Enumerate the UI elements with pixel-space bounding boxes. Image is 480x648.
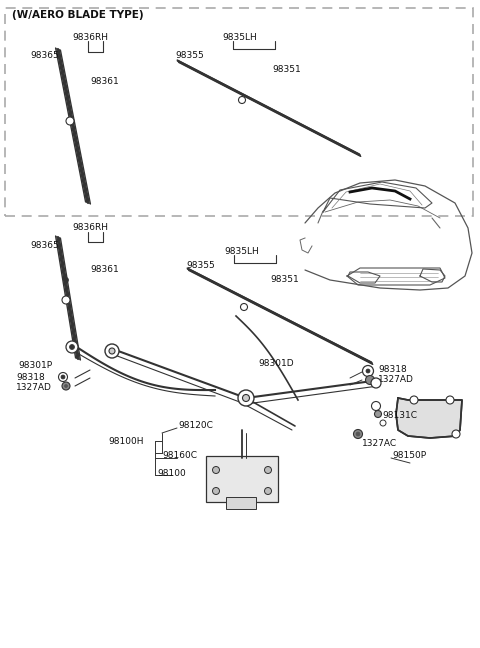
Text: 9836RH: 9836RH (72, 224, 108, 233)
Text: 98351: 98351 (272, 65, 301, 75)
FancyBboxPatch shape (206, 456, 278, 502)
Text: 98131C: 98131C (382, 411, 417, 421)
Circle shape (446, 396, 454, 404)
Circle shape (239, 97, 245, 104)
Text: 1327AC: 1327AC (362, 439, 397, 448)
Circle shape (353, 430, 362, 439)
Text: 98365: 98365 (30, 51, 59, 60)
Polygon shape (396, 398, 462, 438)
Circle shape (452, 430, 460, 438)
Circle shape (62, 382, 70, 390)
Circle shape (213, 487, 219, 494)
Text: 98160C: 98160C (162, 452, 197, 461)
Circle shape (62, 296, 70, 304)
Text: 9835LH: 9835LH (222, 34, 257, 43)
Text: 98355: 98355 (186, 260, 215, 270)
Circle shape (372, 402, 381, 410)
Text: 9836RH: 9836RH (72, 34, 108, 43)
FancyBboxPatch shape (226, 497, 256, 509)
Text: 98301P: 98301P (18, 362, 52, 371)
Text: 1327AD: 1327AD (16, 384, 52, 393)
Text: 9835LH: 9835LH (224, 246, 259, 255)
Circle shape (371, 378, 381, 388)
Text: 98361: 98361 (90, 266, 119, 275)
Circle shape (66, 117, 74, 125)
Text: 98100: 98100 (157, 469, 186, 478)
Text: 98120C: 98120C (178, 421, 213, 430)
Text: 98351: 98351 (270, 275, 299, 284)
Circle shape (105, 344, 119, 358)
Circle shape (238, 390, 254, 406)
Circle shape (264, 467, 272, 474)
Circle shape (366, 369, 370, 373)
Circle shape (59, 373, 68, 382)
Circle shape (61, 375, 65, 379)
Circle shape (362, 365, 373, 376)
Text: 98301D: 98301D (258, 360, 294, 369)
Text: 1327AD: 1327AD (378, 375, 414, 384)
Circle shape (109, 348, 115, 354)
Circle shape (380, 420, 386, 426)
Text: 98150P: 98150P (392, 452, 426, 461)
Circle shape (374, 410, 382, 417)
Text: 98100H: 98100H (108, 437, 144, 446)
Circle shape (63, 277, 69, 283)
Circle shape (242, 395, 250, 402)
Circle shape (410, 396, 418, 404)
Text: 98355: 98355 (175, 51, 204, 60)
Text: 98365: 98365 (30, 242, 59, 251)
Circle shape (64, 384, 68, 388)
Text: 98318: 98318 (378, 365, 407, 375)
Circle shape (70, 345, 74, 349)
Circle shape (240, 303, 248, 310)
Circle shape (213, 467, 219, 474)
Circle shape (356, 432, 360, 436)
Text: (W/AERO BLADE TYPE): (W/AERO BLADE TYPE) (12, 10, 144, 20)
Circle shape (264, 487, 272, 494)
Text: 98318: 98318 (16, 373, 45, 382)
Text: 98361: 98361 (90, 76, 119, 86)
Circle shape (66, 341, 78, 353)
Circle shape (365, 375, 374, 384)
